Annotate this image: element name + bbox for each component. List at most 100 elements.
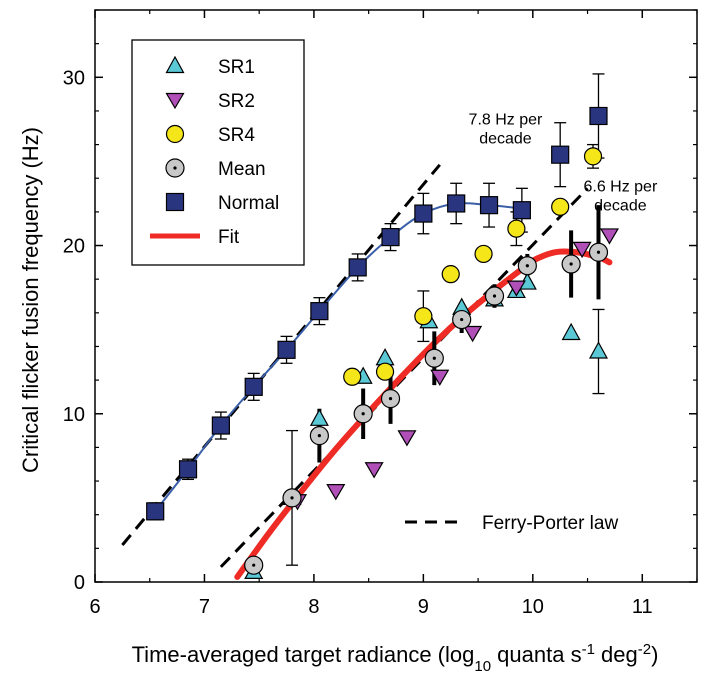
x-axis-title: Time-averaged target radiance (log10 qua… [132,641,659,675]
mean-marker [309,426,329,446]
legend-label-fit: Fit [218,227,240,248]
x-axis-title-sup2: -2 [638,641,651,658]
normal-marker [414,204,433,223]
x-axis-title-sub: 10 [474,658,491,675]
sr2-marker [326,484,346,501]
axis-ticks: 6 7 8 9 10 11 0 10 20 30 [63,9,698,618]
sr4-marker [551,197,570,216]
legend-label-mean: Mean [218,159,266,180]
mean-marker-dot [290,496,294,500]
sr2-marker [572,241,592,259]
legend-sr1-swatch [165,55,185,74]
normal-marker [178,460,198,479]
mean-marker-dot [460,317,464,322]
mean-marker-dot [252,563,256,567]
mean-marker-dot [569,262,573,266]
mean-marker [380,389,401,409]
plot-border [94,9,698,583]
data-markers [146,106,619,580]
mean-marker [424,348,444,368]
sr1-marker [588,341,609,359]
mean-marker [282,488,302,508]
normal-marker [146,502,165,521]
y-tick-label: 30 [63,67,85,89]
normal-marker [310,302,329,321]
legend-box [131,39,305,266]
y-axis-title: Critical flicker fusion frequency (Hz) [18,127,43,473]
sr2-marker [599,228,619,245]
x-tick-label: 8 [308,596,319,618]
sr2-marker [397,430,417,447]
normal-marker [589,106,608,126]
x-axis-title-pre: Time-averaged target radiance (log [132,642,475,667]
mean-marker-dot [317,434,321,438]
ferry-porter-legend-label: Ferry-Porter law [482,513,618,534]
x-axis-title-post: ) [651,642,658,667]
normal-marker [447,194,466,213]
mean-marker [517,256,537,276]
ferry-porter-legend: Ferry-Porter law [405,513,618,534]
x-tick-label: 9 [418,596,429,618]
x-axis-title-mid: quanta s [491,642,582,667]
legend-label-normal: Normal [218,193,279,214]
sr1-marker [561,322,581,341]
sr4-marker [474,244,493,264]
y-tick-label: 20 [63,236,85,258]
y-tick-label: 10 [63,404,85,426]
legend-mean-swatch-dot [173,166,177,170]
mean-marker [353,404,373,424]
normal-marker [381,228,400,247]
sr4-marker [375,362,395,381]
normal-marker [244,377,263,396]
x-tick-label: 7 [199,596,210,618]
mean-marker-dot [596,250,601,254]
sr4-marker [507,219,526,238]
mean-marker-dot [525,264,529,268]
legend-normal-swatch [165,192,185,212]
sr2-marker [463,325,483,343]
x-tick-label: 11 [632,596,653,618]
normal-marker [277,340,296,359]
legend-mean-swatch [165,158,185,178]
sr2-marker [506,280,526,297]
sr4-marker [583,147,603,166]
mean-marker [244,555,264,575]
normal-marker [512,201,531,220]
normal-marker [348,258,367,277]
x-tick-label: 10 [522,596,544,618]
normal-marker [479,196,499,215]
legend-label-sr1: SR1 [218,57,255,78]
annotations: 7.8 Hz per decade 6.6 Hz per decade [469,111,658,214]
legend-label-sr4: SR4 [218,125,255,146]
annotation-line: 7.8 Hz per [469,111,543,128]
legend-label-sr2: SR2 [218,91,255,112]
mean-marker-dot [361,412,365,416]
x-tick-label: 6 [89,596,100,618]
annotation-line: 6.6 Hz per [583,179,657,196]
legend-sr4-swatch [165,124,185,144]
legend: SR1 SR2 SR4 Mean Normal Fit [131,39,305,266]
mean-marker [452,309,472,330]
sr4-marker [343,367,362,386]
plot-frame [94,9,698,583]
mean-marker [561,254,581,274]
sr4-marker [441,265,460,284]
sr1-marker [375,347,395,366]
annotation-line: decade [594,198,647,215]
x-axis-title-mid2: deg [595,642,638,667]
normal-marker [551,145,570,164]
annotation-7-8: 7.8 Hz per decade [469,111,543,147]
sr2-marker [430,369,450,386]
mean-marker-dot [492,294,497,298]
annotation-line: decade [479,130,532,147]
mean-marker-dot [432,356,436,360]
sr1-marker [309,408,329,426]
normal-marker [211,416,230,435]
mean-marker [588,242,609,262]
mean-marker [484,286,505,306]
sr4-marker [414,307,433,326]
y-tick-label: 0 [74,572,85,594]
mean-marker-dot [388,397,393,401]
legend-sr2-swatch [165,92,185,110]
